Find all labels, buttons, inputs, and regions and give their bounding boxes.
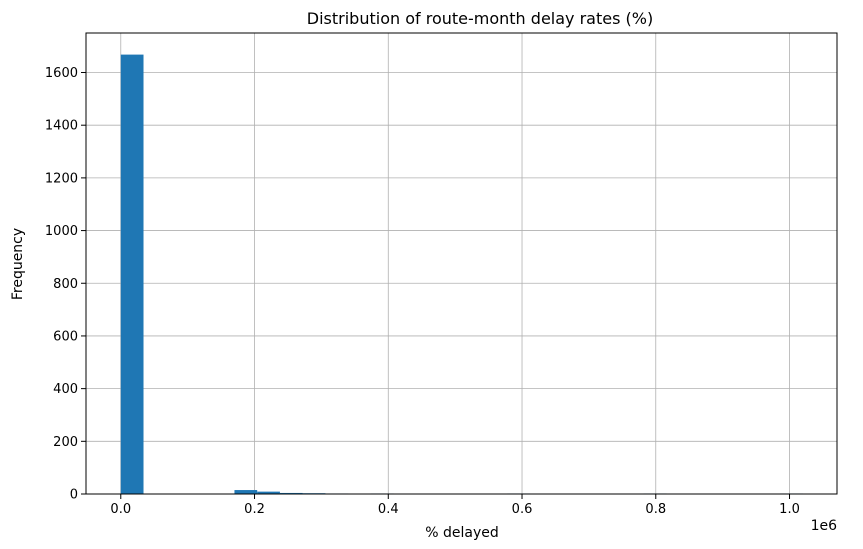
histogram-bar-3 bbox=[279, 492, 303, 494]
x-tick-label-5: 1.0 bbox=[779, 502, 800, 517]
y-tick-label-5: 1000 bbox=[45, 224, 78, 239]
x-axis-ticks: 0.0 0.2 0.4 0.6 0.8 1.0 bbox=[110, 494, 800, 517]
x-tick-label-2: 0.4 bbox=[378, 502, 399, 517]
y-tick-label-0: 0 bbox=[70, 488, 78, 503]
x-tick-label-1: 0.2 bbox=[244, 502, 265, 517]
y-tick-label-4: 800 bbox=[53, 277, 78, 292]
x-tick-label-3: 0.6 bbox=[512, 502, 533, 517]
y-tick-label-1: 200 bbox=[53, 435, 78, 450]
y-axis-label: Frequency bbox=[10, 228, 26, 300]
x-axis-label: % delayed bbox=[425, 525, 499, 541]
grid-lines bbox=[86, 33, 837, 495]
histogram-bar-0 bbox=[120, 54, 144, 495]
histogram-bars bbox=[120, 54, 803, 495]
y-tick-label-2: 400 bbox=[53, 382, 78, 397]
chart-title: Distribution of route-month delay rates … bbox=[307, 9, 653, 28]
plot-frame bbox=[85, 32, 838, 495]
x-tick-label-0: 0.0 bbox=[110, 502, 131, 517]
y-tick-label-7: 1400 bbox=[45, 119, 78, 134]
histogram-bar-1 bbox=[234, 490, 258, 494]
y-tick-label-6: 1200 bbox=[45, 171, 78, 186]
y-tick-label-3: 600 bbox=[53, 329, 78, 344]
x-tick-label-4: 0.8 bbox=[645, 502, 666, 517]
y-tick-label-8: 1600 bbox=[45, 66, 78, 81]
y-axis-ticks: 0 200 400 600 800 1000 1200 1400 1600 bbox=[45, 66, 86, 503]
x-axis-offset-label: 1e6 bbox=[811, 518, 838, 534]
histogram-bar-2 bbox=[257, 491, 280, 494]
